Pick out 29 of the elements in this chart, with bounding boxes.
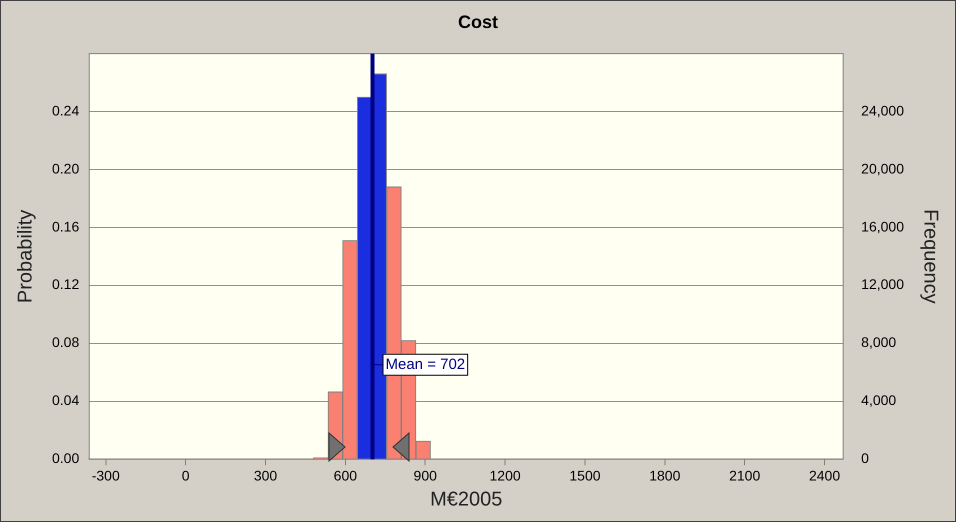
y-axis-title: Probability [14, 210, 37, 304]
x-tick-label: -300 [92, 467, 120, 484]
y-tick-label: 0.12 [52, 276, 80, 292]
y-tick-label: 0.16 [52, 218, 80, 234]
x-tick-label: 1200 [490, 467, 521, 484]
y2-tick-label: 24,000 [861, 102, 904, 118]
y2-tick-label: 20,000 [861, 160, 904, 176]
x-axis-title: M€2005 [430, 488, 502, 511]
y-tick-label: 0.00 [52, 450, 80, 466]
y-tick-label: 0.20 [52, 160, 80, 176]
y-tick-label: 0.24 [52, 102, 80, 118]
y2-tick-label: 8,000 [861, 334, 896, 350]
y2-tick-label: 12,000 [861, 276, 904, 292]
x-tick-label: 0 [182, 467, 190, 484]
y2-tick-label: 0 [861, 450, 870, 466]
y-tick-label: 0.04 [52, 392, 80, 408]
ref-line-label: Mean = 702 [386, 356, 466, 373]
chart-title: Cost [458, 12, 498, 32]
x-tick-label: 1800 [649, 467, 681, 484]
x-tick-label: 2400 [808, 467, 840, 484]
y2-tick-label: 16,000 [861, 218, 904, 234]
y2-tick-label: 4,000 [861, 392, 896, 408]
y-tick-label: 0.08 [52, 334, 80, 350]
x-tick-label: 600 [334, 467, 358, 484]
x-tick-label: 900 [414, 467, 438, 484]
y2-axis-title: Frequency [919, 209, 942, 304]
x-tick-label: 1500 [569, 467, 601, 484]
x-tick-label: 2100 [729, 467, 760, 484]
x-tick-label: 300 [254, 467, 278, 484]
